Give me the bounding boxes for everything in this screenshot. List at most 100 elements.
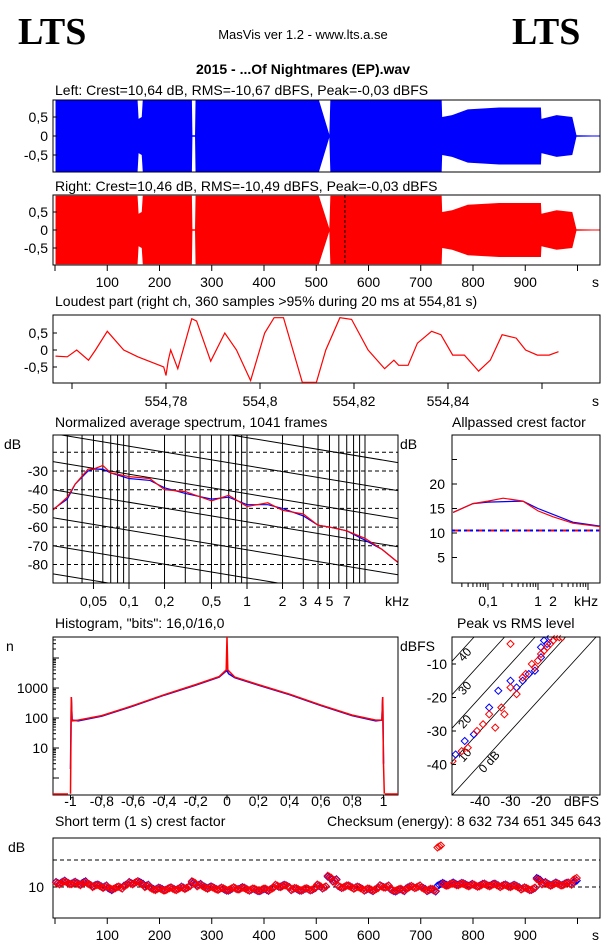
peak-rms-point-right xyxy=(457,746,466,756)
short-term-point-right xyxy=(481,880,491,890)
peak-rms-point-left xyxy=(484,703,494,712)
waveform-xtick-label: 200 xyxy=(148,274,172,290)
short-term-point-right xyxy=(72,879,82,888)
peak-rms-point-right xyxy=(512,689,521,699)
crest-reference-line xyxy=(452,637,597,795)
short-term-point-right xyxy=(114,882,123,891)
short-term-point-right xyxy=(210,884,219,893)
short-term-point-right xyxy=(328,877,338,886)
short-term-point-right xyxy=(502,881,512,891)
short-term-point-right xyxy=(428,884,437,894)
peak-rms-xtick-label: -40 xyxy=(470,793,490,809)
short-term-point-right xyxy=(569,875,578,885)
short-term-point-right xyxy=(98,883,108,893)
allpassed-ytick-label: 10 xyxy=(429,525,445,541)
spectrum-reference-slope xyxy=(53,658,398,715)
short-term-point-right xyxy=(119,882,129,891)
short-term-point-right xyxy=(241,884,251,894)
short-term-point-right xyxy=(434,842,444,851)
peak-rms-point-right xyxy=(484,710,494,719)
short-term-point-right xyxy=(433,843,442,852)
left-waveform-title: Left: Crest=10,64 dB, RMS=-10,67 dBFS, P… xyxy=(55,82,428,98)
short-term-ylabel: dB xyxy=(8,839,25,855)
peak-rms-point-right xyxy=(478,720,488,729)
short-term-point-right xyxy=(299,885,308,894)
histogram-xtick-label: 0,2 xyxy=(249,793,269,809)
short-term-point-right xyxy=(135,878,144,888)
short-term-point-right xyxy=(417,883,427,892)
short-term-point-right xyxy=(396,884,406,893)
spectrum-frame xyxy=(52,434,399,584)
short-term-xtick-label: 300 xyxy=(200,927,224,943)
spectrum-ylabel: dB xyxy=(4,436,21,452)
waveform-xtick-label: 600 xyxy=(357,274,381,290)
crest-reference-label: 40 xyxy=(455,645,475,665)
histogram-frame xyxy=(52,636,399,796)
logo-right: LTS xyxy=(512,11,580,53)
allpassed-ytick-label: 5 xyxy=(437,550,445,566)
spectrum-reference-slope xyxy=(53,321,398,378)
short-term-point-right xyxy=(490,879,500,889)
right-waveform-title: Right: Crest=10,46 dB, RMS=-10,49 dBFS, … xyxy=(55,178,437,194)
short-term-point-right xyxy=(57,878,66,888)
short-term-point-right xyxy=(321,882,331,891)
short-term-point-right xyxy=(323,871,332,881)
app-title: MasVis ver 1.2 - www.lts.a.se xyxy=(218,27,388,42)
crest-reference-line xyxy=(452,637,475,662)
allpassed-frame xyxy=(451,434,601,584)
short-term-point-right xyxy=(266,885,275,894)
spectrum-xtick-label: 0,2 xyxy=(155,593,175,609)
spectrum-xtick-label: 3 xyxy=(299,593,307,609)
histogram-xtick-label: -0,6 xyxy=(121,793,145,809)
short-term-crest-title: Short term (1 s) crest factor xyxy=(55,813,226,829)
histogram-xtick-label: 0,4 xyxy=(280,793,300,809)
peak-vs-rms-title: Peak vs RMS level xyxy=(457,615,574,631)
crest-reference-label: 20 xyxy=(455,712,475,732)
spectrum-ytick-label: -40 xyxy=(28,482,48,498)
peak-rms-point-left xyxy=(494,686,503,696)
histogram-series-right xyxy=(69,637,386,794)
spectrum-xtick-label: 0,5 xyxy=(202,593,222,609)
short-term-xtick-label: 500 xyxy=(305,927,329,943)
left-ytick-label: 0 xyxy=(40,128,48,144)
waveform-xtick-label: 500 xyxy=(305,274,329,290)
waveform-xtick-label: 300 xyxy=(200,274,224,290)
spectrum-xtick-label: 0,05 xyxy=(80,593,107,609)
allpassed-ylabel: dB xyxy=(400,436,417,452)
histogram-series-left xyxy=(69,669,385,770)
short-term-point-left xyxy=(323,872,332,881)
short-term-point-right xyxy=(67,879,76,889)
spectrum-xtick-label: 4 xyxy=(314,593,322,609)
peak-rms-ytick-label: -40 xyxy=(427,757,447,773)
short-term-point-right xyxy=(377,882,386,891)
short-term-point-right xyxy=(177,882,186,892)
short-term-point-right xyxy=(511,881,521,891)
histogram-ylabel: n xyxy=(6,638,14,654)
short-term-point-right xyxy=(147,884,157,893)
short-term-point-right xyxy=(83,879,92,888)
loudest-xtick-label: 554,82 xyxy=(333,393,376,409)
short-term-point-right xyxy=(192,882,202,891)
short-term-xtick-label: 400 xyxy=(252,927,276,943)
spectrum-xtick-label: 1 xyxy=(243,593,251,609)
short-term-point-right xyxy=(264,886,273,895)
short-term-point-right xyxy=(572,873,582,883)
waveform-xunit: s xyxy=(592,274,599,290)
peak-rms-point-right xyxy=(491,723,500,732)
spectrum-xtick-label: 2 xyxy=(279,593,287,609)
histogram-xtick-label: -1 xyxy=(64,793,77,809)
histogram-ytick-label: 10 xyxy=(32,740,48,756)
peak-rms-ytick-label: -10 xyxy=(427,656,447,672)
loudest-part-trace xyxy=(55,317,559,383)
short-term-point-right xyxy=(497,881,507,891)
short-term-point-right xyxy=(90,881,99,891)
short-term-point-right xyxy=(529,884,538,893)
short-term-point-right xyxy=(313,880,322,889)
spectrum-reference-slope xyxy=(53,489,398,548)
short-term-point-right xyxy=(224,885,233,895)
short-term-point-right xyxy=(93,880,103,890)
loudest-part-title: Loudest part (right ch, 360 samples >95%… xyxy=(55,293,477,309)
loudest-part-frame xyxy=(52,314,601,384)
logo-left: LTS xyxy=(18,11,86,53)
short-term-point-right xyxy=(431,886,440,896)
